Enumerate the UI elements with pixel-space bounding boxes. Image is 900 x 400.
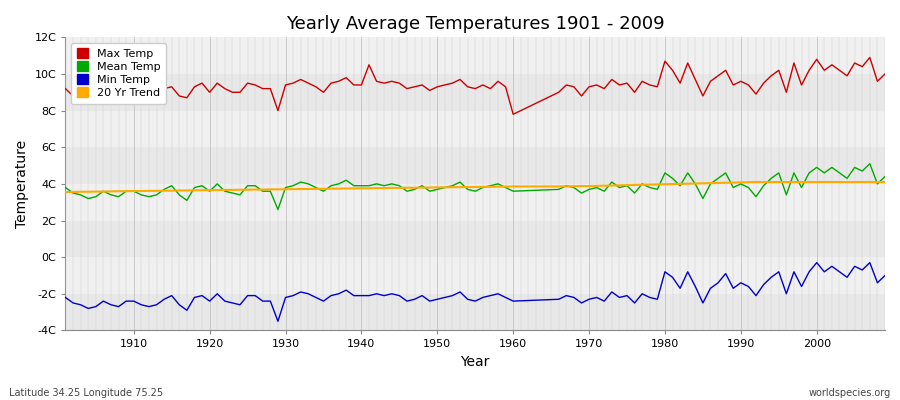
Text: Latitude 34.25 Longitude 75.25: Latitude 34.25 Longitude 75.25 xyxy=(9,388,163,398)
Bar xyxy=(66,184,885,220)
Bar xyxy=(66,111,885,147)
Bar xyxy=(66,220,885,257)
Bar xyxy=(66,294,885,330)
Bar xyxy=(66,257,885,294)
Title: Yearly Average Temperatures 1901 - 2009: Yearly Average Temperatures 1901 - 2009 xyxy=(286,15,664,33)
X-axis label: Year: Year xyxy=(461,355,490,369)
Bar xyxy=(66,37,885,74)
Bar xyxy=(66,147,885,184)
Bar xyxy=(66,74,885,111)
Y-axis label: Temperature: Temperature xyxy=(15,140,29,228)
Text: worldspecies.org: worldspecies.org xyxy=(809,388,891,398)
Legend: Max Temp, Mean Temp, Min Temp, 20 Yr Trend: Max Temp, Mean Temp, Min Temp, 20 Yr Tre… xyxy=(71,43,166,104)
